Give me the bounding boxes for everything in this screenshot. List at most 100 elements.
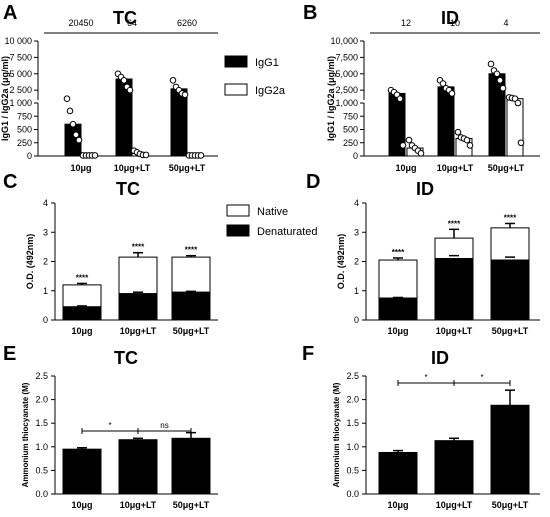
panel-b-y-label: IgG1 / IgG2a (μg/ml): [326, 56, 336, 141]
panel-a-x-tick-label: 50μg+LT: [169, 163, 206, 173]
panel-c-bar-denaturated: [62, 306, 102, 321]
panel-e-x-tick-label: 10μg: [71, 500, 92, 510]
panel-c-x-tick-label: 10μg+LT: [120, 326, 157, 336]
panel-e-significance: ns: [160, 421, 168, 430]
panel-d-y-tick-label: 0: [354, 315, 359, 325]
panel-b-data-point: [514, 99, 522, 107]
panel-d-y-label: O.D. (492nm): [336, 234, 346, 290]
panel-e-label: E: [3, 343, 16, 365]
panel-a-data-point: [120, 77, 128, 84]
panel-f-bar: [434, 440, 474, 495]
panel-a-y-tick-label: 1 000: [9, 98, 32, 108]
panel-b-y-tick-label: 5,000: [335, 69, 358, 79]
panel-c-y-tick-label: 0: [43, 315, 48, 325]
panel-b-data-point: [448, 90, 456, 97]
panel-a-bar-igg1: [170, 88, 188, 157]
panel-b-x-tick-label: 50μg+LT: [488, 163, 525, 173]
panel-f-y-tick-label: 1.0: [346, 442, 359, 452]
panel-c-y-tick-label: 4: [43, 198, 48, 208]
panel-a-data-point: [63, 95, 71, 102]
legend-swatch-native: [226, 204, 250, 217]
panel-e-y-tick-label: 1.5: [35, 418, 48, 428]
panel-f-label: F: [302, 343, 314, 365]
panel-a-data-point: [126, 86, 134, 94]
panel-f-significance: *: [480, 373, 483, 382]
panel-c-y-tick-label: 3: [43, 227, 48, 237]
panel-a-ratio-label: 64: [127, 18, 137, 28]
panel-c-x-tick-label: 10μg: [71, 326, 92, 336]
panel-f-significance: *: [424, 373, 427, 382]
panel-f-x-tick-label: 10μg+LT: [436, 500, 473, 510]
panel-c-significance: ****: [132, 243, 145, 252]
panel-e-significance: *: [108, 421, 111, 430]
panel-a-y-tick-label: 2 500: [9, 85, 32, 95]
panel-d-bar-native: [378, 259, 418, 299]
legend-label-igg2a: IgG2a: [255, 85, 286, 97]
panel-c-bar-denaturated: [118, 293, 158, 321]
panel-a-data-point: [72, 131, 80, 139]
panel-a-data-point: [69, 120, 77, 128]
panel-c-x-tick-label: 50μg+LT: [173, 326, 210, 336]
panel-c-bar-native: [62, 284, 102, 308]
panel-f-bar: [378, 451, 418, 495]
panel-b-data-point: [493, 70, 501, 78]
panel-a-y-tick-label: 500: [17, 125, 32, 135]
panel-a-data-point: [197, 152, 205, 159]
panel-d-y-tick-label: 1: [354, 286, 359, 296]
panel-f-y-tick-label: 2.0: [346, 395, 359, 405]
panel-c-bar-native: [118, 256, 158, 295]
panel-d-bar-denaturated: [490, 259, 530, 321]
legend-label-native: Native: [257, 206, 288, 218]
panel-d-label: D: [306, 171, 320, 193]
panel-d-x-tick-label: 10μg: [387, 326, 408, 336]
panel-c-y-tick-label: 1: [43, 286, 48, 296]
panel-d-bar-native: [490, 227, 530, 261]
panel-c-y-label: O.D. (492nm): [25, 234, 35, 290]
panel-a-x-tick-label: 10μg+LT: [114, 163, 151, 173]
panel-b-y-tick-label: 1,000: [335, 98, 358, 108]
panel-b-data-point: [405, 136, 413, 144]
panel-b-data-point: [463, 136, 471, 144]
panel-c-y-tick-label: 2: [43, 257, 48, 267]
panel-f-x-tick-label: 10μg: [387, 500, 408, 510]
panel-b-title: ID: [441, 8, 459, 28]
legend-label-denaturated: Denaturated: [257, 226, 318, 238]
panel-a-y-tick-label: 7 500: [9, 52, 32, 62]
panel-b-ratio-label: 12: [401, 18, 411, 28]
panel-d-bar-denaturated: [434, 258, 474, 321]
panel-a-y-tick-label: 5 000: [9, 69, 32, 79]
panel-a-label: A: [3, 2, 17, 24]
panel-e-y-tick-label: 1.0: [35, 442, 48, 452]
panel-a-y-tick-label: 10 000: [4, 36, 32, 46]
panel-f-y-tick-label: 0.5: [346, 465, 359, 475]
panel-e-bar: [171, 437, 211, 495]
panel-b-data-point: [517, 139, 525, 147]
panel-d-significance: ****: [448, 219, 461, 228]
panel-a-y-tick-label: 750: [17, 111, 32, 121]
panel-a-ratio-label: 6260: [177, 18, 197, 28]
panel-e-bar: [62, 448, 102, 495]
panel-e-x-tick-label: 50μg+LT: [173, 500, 210, 510]
panel-d-title: ID: [416, 179, 434, 199]
panel-b-data-point: [499, 84, 507, 92]
panel-b-data-point: [399, 142, 407, 149]
panel-a-data-point: [181, 91, 189, 99]
panel-e-y-label: Ammonium thiocyanate (M): [21, 382, 30, 487]
panel-a-data-point: [91, 152, 99, 159]
panel-a-ratio-label: 20450: [68, 18, 93, 28]
panel-a-y-label: IgG1 / IgG2a (μg/ml): [0, 56, 10, 141]
panel-b-data-point: [454, 128, 462, 136]
panel-f-x-tick-label: 50μg+LT: [492, 500, 529, 510]
panel-f-y-tick-label: 0.0: [346, 489, 359, 499]
panel-b-data-point: [496, 77, 504, 84]
panel-b-y-tick-label: 2,500: [335, 85, 358, 95]
panel-e-bar: [118, 439, 158, 495]
panel-e-y-tick-label: 0.0: [35, 489, 48, 499]
panel-c-bar-denaturated: [171, 291, 211, 321]
panel-c-label: C: [3, 171, 17, 193]
legend-swatch-denaturated: [226, 224, 250, 237]
panel-a-x-tick-label: 10μg: [70, 163, 91, 173]
panel-b-bar-igg1: [437, 86, 455, 157]
panel-f-y-label: Ammonium thiocyanate (M): [332, 382, 341, 487]
panel-d-y-tick-label: 3: [354, 227, 359, 237]
